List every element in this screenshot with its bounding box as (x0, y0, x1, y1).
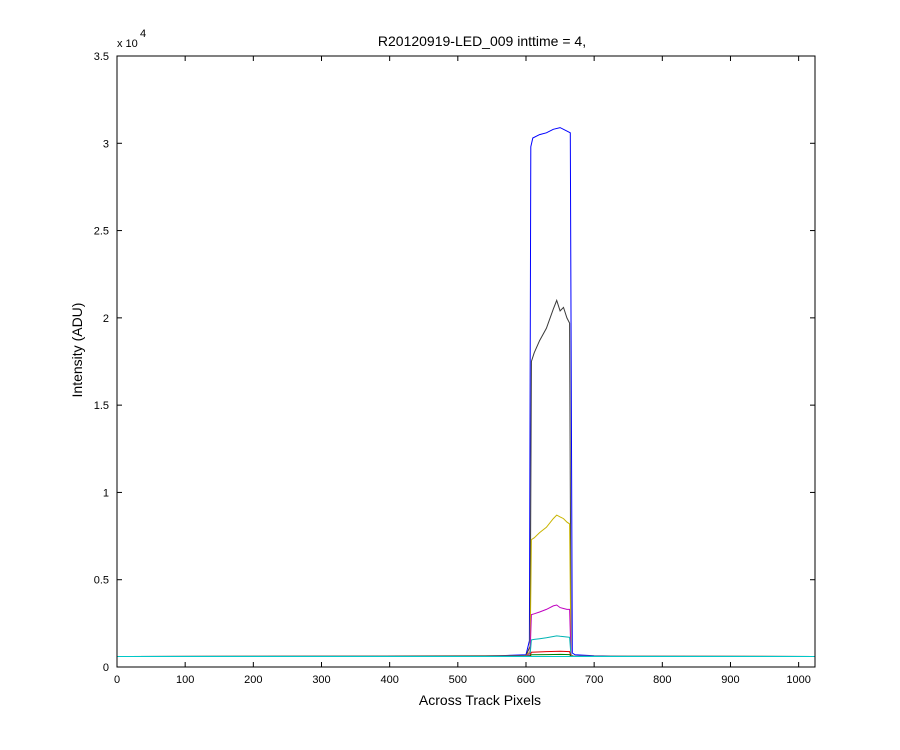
plot-frame (116, 55, 816, 668)
x-tick-label: 300 (312, 674, 330, 686)
plot-area (117, 56, 815, 667)
x-tick-label: 500 (449, 674, 467, 686)
series-line-5 (116, 635, 816, 657)
y-tick-label: 0 (103, 662, 109, 674)
y-axis: 0 0.5 1 1.5 2 2.5 3 3.5 (94, 51, 815, 674)
y-tick-label: 3.5 (94, 51, 109, 63)
y-multiplier-exponent: 4 (140, 28, 146, 40)
y-tick-label: 3 (103, 138, 109, 150)
series-line-1 (116, 127, 816, 657)
x-tick-label: 100 (176, 674, 194, 686)
x-tick-label: 900 (721, 674, 739, 686)
x-tick-label: 700 (585, 674, 603, 686)
series-line-2 (116, 298, 816, 657)
x-tick-label: 200 (244, 674, 262, 686)
series-layer (116, 127, 816, 657)
y-tick-label: 0.5 (94, 575, 109, 587)
chart-title: R20120919-LED_009 inttime = 4, (378, 33, 586, 49)
series-line-3 (116, 514, 816, 657)
x-axis-label: Across Track Pixels (419, 692, 541, 708)
x-tick-label: 1000 (786, 674, 810, 686)
x-tick-label: 400 (380, 674, 398, 686)
x-axis: 0 100 200 300 400 500 600 700 800 900 1000 (114, 56, 811, 686)
y-multiplier: x 10 (117, 38, 138, 50)
y-tick-label: 2 (103, 313, 109, 325)
series-line-4 (116, 604, 816, 657)
y-tick-label: 1.5 (94, 400, 109, 412)
x-tick-label: 800 (653, 674, 671, 686)
x-tick-label: 0 (114, 674, 120, 686)
y-tick-label: 1 (103, 487, 109, 499)
y-tick-label: 2.5 (94, 226, 109, 238)
y-axis-label: Intensity (ADU) (69, 303, 85, 398)
x-tick-label: 600 (517, 674, 535, 686)
